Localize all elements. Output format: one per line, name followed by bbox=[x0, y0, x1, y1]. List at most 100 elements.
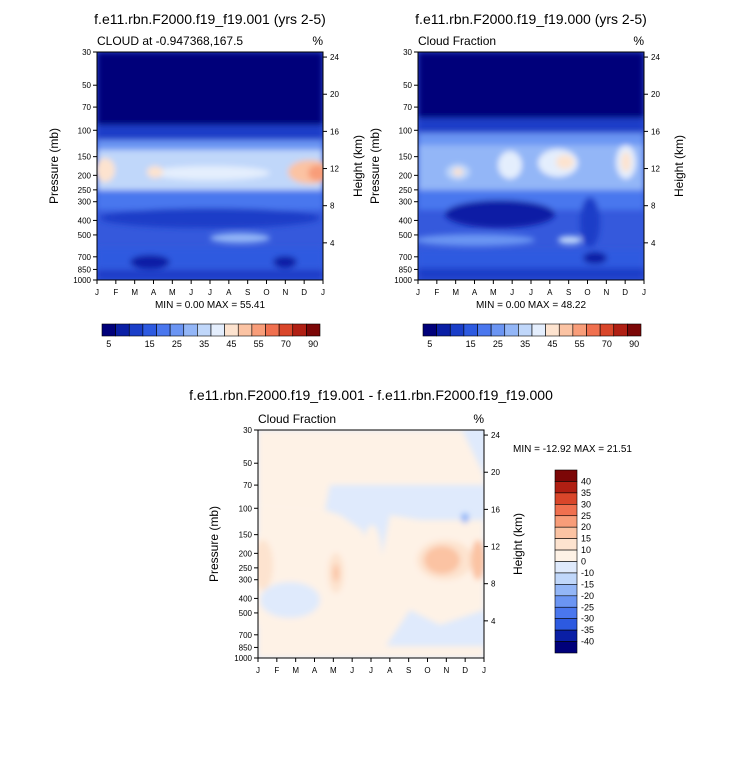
colorbar-swatch bbox=[554, 538, 578, 551]
colorbar-label: 35 bbox=[581, 488, 591, 498]
panel-2-units: % bbox=[633, 34, 644, 48]
y-tick-label: 50 bbox=[403, 81, 412, 90]
colorbar-label: 55 bbox=[254, 339, 264, 349]
x-tick-label: N bbox=[282, 288, 288, 297]
colorbar-swatch bbox=[224, 323, 239, 337]
height-tick-label: 12 bbox=[491, 543, 500, 552]
x-tick-label: J bbox=[256, 666, 260, 675]
height-tick-label: 4 bbox=[651, 239, 656, 248]
y-tick-label: 500 bbox=[399, 231, 413, 240]
colorbar-swatch bbox=[115, 323, 130, 337]
colorbar-swatch bbox=[490, 323, 506, 337]
colorbar-swatch bbox=[613, 323, 628, 337]
panel-3-ylabel: Pressure (mb) bbox=[207, 506, 221, 582]
height-tick-label: 12 bbox=[330, 165, 339, 174]
y-tick-label: 1000 bbox=[73, 276, 91, 285]
x-tick-label: M bbox=[452, 288, 459, 297]
height-tick-label: 12 bbox=[651, 165, 660, 174]
y-tick-label: 700 bbox=[399, 253, 413, 262]
colorbar-swatch bbox=[554, 584, 578, 597]
colorbar-swatch bbox=[156, 323, 171, 337]
height-tick-label: 20 bbox=[491, 468, 500, 477]
panel-2-ylabel-right: Height (km) bbox=[672, 135, 686, 197]
colorbar-swatch bbox=[422, 323, 437, 337]
colorbar-swatch bbox=[554, 595, 578, 608]
y-tick-label: 850 bbox=[239, 643, 253, 652]
colorbar-swatch bbox=[554, 629, 578, 642]
y-tick-label: 250 bbox=[399, 186, 413, 195]
panel-1: f.e11.rbn.F2000.f19_f19.001 (yrs 2-5) CL… bbox=[47, 11, 365, 349]
x-tick-label: A bbox=[151, 288, 157, 297]
x-tick-label: J bbox=[510, 288, 514, 297]
x-tick-label: S bbox=[566, 288, 571, 297]
x-tick-label: M bbox=[490, 288, 497, 297]
colorbar-swatch bbox=[554, 549, 578, 562]
height-tick-label: 24 bbox=[651, 53, 660, 62]
y-tick-label: 200 bbox=[78, 171, 92, 180]
colorbar-label: 15 bbox=[466, 339, 476, 349]
y-tick-label: 250 bbox=[78, 186, 92, 195]
colorbar-swatch bbox=[463, 323, 478, 337]
y-tick-label: 100 bbox=[78, 126, 92, 135]
colorbar-label: 70 bbox=[281, 339, 291, 349]
x-tick-label: J bbox=[321, 288, 325, 297]
height-tick-label: 4 bbox=[330, 239, 335, 248]
y-tick-label: 400 bbox=[78, 216, 92, 225]
colorbar-swatch bbox=[545, 323, 560, 337]
x-tick-label: J bbox=[369, 666, 373, 675]
x-tick-label: O bbox=[424, 666, 430, 675]
x-tick-label: N bbox=[443, 666, 449, 675]
x-tick-label: J bbox=[529, 288, 533, 297]
y-tick-label: 200 bbox=[239, 549, 253, 558]
colorbar-swatch bbox=[554, 481, 578, 494]
colorbar-swatch bbox=[477, 323, 492, 337]
colorbar-swatch bbox=[586, 323, 601, 337]
y-tick-label: 850 bbox=[399, 265, 413, 274]
y-tick-label: 400 bbox=[399, 216, 413, 225]
colorbar-label: -35 bbox=[581, 625, 594, 635]
x-tick-label: F bbox=[113, 288, 118, 297]
colorbar-swatch bbox=[554, 572, 578, 585]
x-tick-label: J bbox=[350, 666, 354, 675]
height-tick-label: 4 bbox=[491, 617, 496, 626]
y-tick-label: 500 bbox=[78, 231, 92, 240]
x-tick-label: N bbox=[603, 288, 609, 297]
colorbar-label: -40 bbox=[581, 637, 594, 647]
y-tick-label: 100 bbox=[399, 126, 413, 135]
x-tick-label: M bbox=[292, 666, 299, 675]
colorbar-swatch bbox=[554, 469, 578, 482]
height-tick-label: 8 bbox=[330, 202, 335, 211]
y-tick-label: 30 bbox=[82, 48, 91, 57]
colorbar-label: 20 bbox=[581, 522, 591, 532]
colorbar-swatch bbox=[504, 323, 519, 337]
colorbar-label: 35 bbox=[199, 339, 209, 349]
colorbar-swatch bbox=[554, 641, 578, 654]
x-tick-label: J bbox=[416, 288, 420, 297]
x-tick-label: S bbox=[245, 288, 250, 297]
x-tick-label: S bbox=[406, 666, 411, 675]
panel-1-stats: MIN = 0.00 MAX = 55.41 bbox=[155, 300, 265, 311]
colorbar-swatch bbox=[183, 323, 198, 337]
panel-1-title: f.e11.rbn.F2000.f19_f19.001 (yrs 2-5) bbox=[94, 11, 326, 27]
x-tick-label: J bbox=[189, 288, 193, 297]
colorbar-label: 35 bbox=[520, 339, 530, 349]
colorbar-swatch bbox=[554, 526, 578, 539]
colorbar-swatch bbox=[210, 323, 225, 337]
y-tick-label: 70 bbox=[403, 103, 412, 112]
panel-2-title: f.e11.rbn.F2000.f19_f19.000 (yrs 2-5) bbox=[415, 11, 647, 27]
colorbar-swatch bbox=[128, 323, 144, 337]
x-tick-label: F bbox=[274, 666, 279, 675]
colorbar-swatch bbox=[278, 323, 294, 337]
colorbar-label: -10 bbox=[581, 568, 594, 578]
colorbar-label: 25 bbox=[581, 511, 591, 521]
y-tick-label: 1000 bbox=[234, 654, 252, 663]
colorbar-swatch bbox=[554, 515, 578, 528]
y-tick-label: 300 bbox=[239, 576, 253, 585]
height-tick-label: 16 bbox=[491, 505, 500, 514]
colorbar-swatch bbox=[554, 618, 578, 631]
panel-2: f.e11.rbn.F2000.f19_f19.000 (yrs 2-5) Cl… bbox=[368, 11, 686, 349]
x-tick-label: D bbox=[301, 288, 307, 297]
colorbar-swatch bbox=[142, 323, 157, 337]
panel-3-field bbox=[258, 430, 484, 658]
colorbar-swatch bbox=[101, 323, 116, 337]
